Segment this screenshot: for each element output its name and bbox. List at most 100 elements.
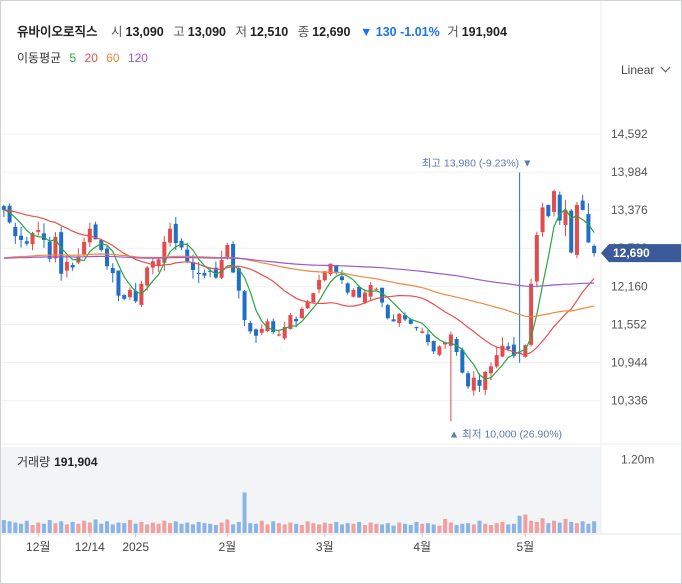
candle-body bbox=[105, 248, 110, 267]
candle-body bbox=[294, 318, 299, 322]
x-tick-label: 12월 bbox=[26, 540, 50, 554]
candle-body bbox=[127, 290, 132, 298]
volume-bar bbox=[420, 523, 425, 533]
scale-label: Linear bbox=[621, 63, 655, 77]
volume-bar bbox=[368, 522, 373, 533]
y-tick-label: 14,592 bbox=[611, 127, 648, 141]
candle-body bbox=[408, 319, 413, 324]
volume-tick-label: 1.20m bbox=[621, 452, 654, 466]
candle-body bbox=[414, 327, 419, 329]
volume-bar bbox=[483, 523, 488, 533]
volume-bar bbox=[173, 521, 178, 533]
candle-body bbox=[368, 285, 373, 297]
candle-body bbox=[248, 322, 253, 332]
volume-bar bbox=[506, 524, 511, 533]
candle-body bbox=[271, 321, 276, 332]
candle-body bbox=[276, 334, 281, 336]
volume-bar bbox=[408, 525, 413, 533]
candle-body bbox=[574, 204, 579, 255]
volume-bar bbox=[546, 523, 551, 533]
candle-body bbox=[196, 273, 201, 275]
current-price-tag: 12,690 bbox=[601, 244, 681, 263]
high-value: 13,090 bbox=[187, 25, 226, 39]
volume-bar bbox=[460, 523, 465, 533]
candle-body bbox=[213, 267, 218, 278]
volume-bar bbox=[517, 515, 522, 533]
candle-body bbox=[208, 270, 213, 272]
candle-body bbox=[19, 235, 24, 240]
volume-bar bbox=[385, 523, 390, 533]
price-tag-shape bbox=[601, 244, 681, 263]
candle-body bbox=[116, 270, 121, 296]
candle-body bbox=[202, 273, 207, 276]
volume-bar bbox=[574, 523, 579, 533]
candle-body bbox=[345, 283, 350, 293]
volume-bar bbox=[47, 520, 52, 533]
candle-body bbox=[1, 206, 6, 210]
candle-body bbox=[7, 205, 12, 223]
volume-bar bbox=[265, 524, 270, 533]
volume-bar bbox=[443, 518, 448, 533]
x-tick-label: 12/14 bbox=[75, 540, 105, 554]
volume-bar bbox=[345, 523, 350, 533]
volume-bar bbox=[150, 522, 155, 533]
candle-body bbox=[552, 191, 557, 212]
y-tick-label: 10,944 bbox=[611, 355, 648, 369]
volume-bar bbox=[259, 520, 264, 533]
ma-20[interactable]: 20 bbox=[84, 51, 98, 65]
open-label: 시 bbox=[111, 25, 123, 39]
volume-bar bbox=[213, 525, 218, 533]
y-tick-label: 12,160 bbox=[611, 279, 648, 293]
volume-bar bbox=[41, 523, 46, 533]
volume-bar bbox=[53, 523, 58, 533]
candle-body bbox=[168, 228, 173, 243]
volume-bar bbox=[448, 522, 453, 533]
ma-5[interactable]: 5 bbox=[69, 51, 77, 65]
volume-bar bbox=[563, 518, 568, 533]
volume-bar bbox=[30, 525, 35, 533]
ma-label: 이동평균 bbox=[17, 51, 62, 65]
volume-bar bbox=[294, 523, 299, 533]
candle-body bbox=[311, 293, 316, 303]
volume-bar bbox=[362, 525, 367, 533]
candle-body bbox=[288, 315, 293, 329]
volume-bar bbox=[276, 523, 281, 533]
volume-bar bbox=[76, 523, 81, 533]
volume-bar bbox=[236, 521, 241, 533]
candle-body bbox=[431, 341, 436, 352]
candle-body bbox=[47, 241, 52, 259]
candle-body bbox=[339, 276, 344, 281]
candle-body bbox=[305, 301, 310, 309]
y-tick-label: 10,336 bbox=[611, 393, 648, 407]
candle-body bbox=[500, 345, 505, 357]
volume-bar bbox=[162, 520, 167, 533]
volume-bar bbox=[254, 523, 259, 533]
candle-body bbox=[13, 226, 18, 237]
x-tick-label: 2025 bbox=[122, 540, 149, 554]
volume-bar bbox=[437, 525, 442, 533]
volume-bar bbox=[552, 520, 557, 533]
volume-bar bbox=[219, 522, 224, 533]
volume-bar bbox=[122, 523, 127, 533]
ma-120[interactable]: 120 bbox=[127, 51, 148, 65]
candle-body bbox=[466, 373, 471, 387]
candle-body bbox=[82, 241, 87, 255]
scale-selector[interactable]: Linear bbox=[621, 62, 671, 77]
x-tick-label: 4월 bbox=[413, 540, 431, 554]
volume-bar bbox=[225, 519, 230, 533]
x-tick-label: 2월 bbox=[219, 540, 237, 554]
candle-body bbox=[185, 249, 190, 262]
volume-bar bbox=[13, 522, 18, 533]
ma-60[interactable]: 60 bbox=[106, 51, 120, 65]
stock-name: 유바이오로직스 bbox=[17, 25, 98, 39]
volume-bar bbox=[168, 523, 173, 533]
volume-bar bbox=[127, 520, 132, 533]
current-price-label: 12,690 bbox=[613, 246, 650, 260]
volume-bar bbox=[242, 492, 247, 533]
volume-bar bbox=[403, 523, 408, 533]
candle-body bbox=[506, 346, 511, 349]
candle-body bbox=[59, 232, 64, 274]
volume-bar bbox=[116, 522, 121, 533]
volume-bar bbox=[1, 520, 6, 533]
